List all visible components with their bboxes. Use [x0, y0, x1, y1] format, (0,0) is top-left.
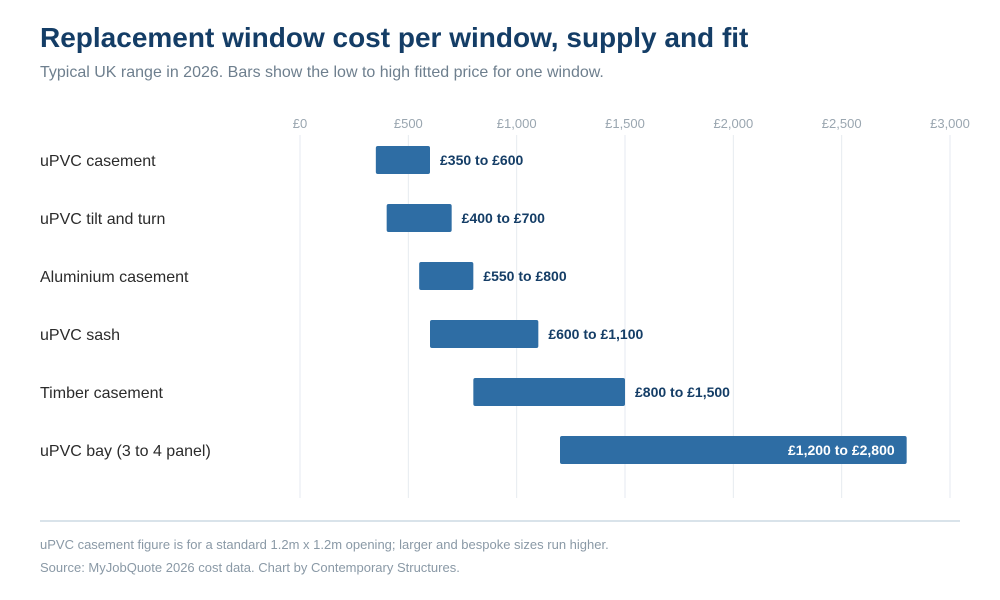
source-credit: Source: MyJobQuote 2026 cost data. Chart… [40, 560, 460, 575]
chart-title: Replacement window cost per window, supp… [40, 22, 749, 53]
x-tick-label: £500 [394, 116, 423, 131]
range-label: £350 to £600 [440, 152, 523, 168]
range-label: £1,200 to £2,800 [788, 442, 895, 458]
range-bar [375, 146, 430, 174]
range-bar [560, 436, 907, 464]
x-tick-label: £1,500 [605, 116, 645, 131]
footnote: uPVC casement figure is for a standard 1… [40, 537, 609, 552]
range-label: £800 to £1,500 [635, 384, 730, 400]
range-label: £550 to £800 [483, 268, 566, 284]
x-tick-label: £2,500 [822, 116, 862, 131]
category-label: Aluminium casement [40, 269, 189, 286]
range-label: £400 to £700 [462, 210, 545, 226]
category-label: uPVC sash [40, 327, 120, 344]
range-bar-chart: £0 £500 £1,000 £1,500 £2,000 £2,500 £3,000 uPVC… [40, 116, 970, 498]
footer-divider [40, 520, 960, 522]
range-bar [473, 378, 625, 406]
x-tick-label: £3,000 [930, 116, 970, 131]
range-label: £600 to £1,100 [548, 326, 643, 342]
category-label: uPVC bay (3 to 4 panel) [40, 443, 211, 460]
chart-subtitle: Typical UK range in 2026. Bars show the … [40, 64, 604, 81]
x-tick-label: £0 [293, 116, 307, 131]
category-label: Timber casement [40, 385, 164, 402]
x-tick-label: £2,000 [713, 116, 753, 131]
category-label: uPVC casement [40, 153, 156, 170]
range-bar [419, 262, 474, 290]
x-tick-label: £1,000 [497, 116, 537, 131]
range-bar [386, 204, 452, 232]
category-label: uPVC tilt and turn [40, 211, 165, 228]
range-bar [430, 320, 539, 348]
